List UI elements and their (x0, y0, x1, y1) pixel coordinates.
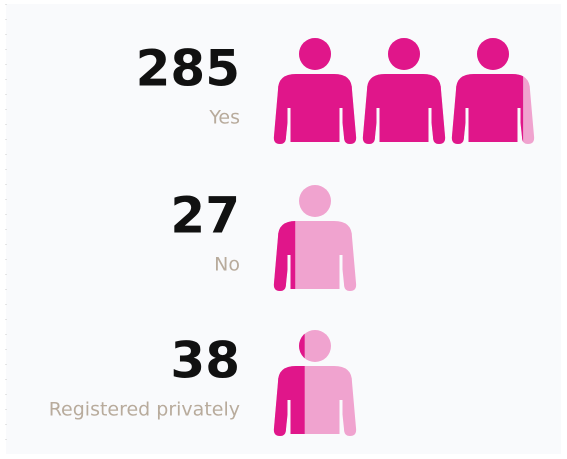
icon-head (299, 185, 331, 217)
icon-body (451, 74, 524, 144)
icon (273, 38, 357, 144)
value-label: 27 (170, 187, 240, 245)
icon-head (388, 38, 420, 70)
value-label: 38 (170, 332, 240, 390)
icon-body (273, 74, 357, 144)
value-label: 285 (136, 40, 240, 98)
icon-head (299, 333, 305, 359)
category-label: No (214, 254, 240, 276)
icon (451, 38, 535, 144)
icon-fill (273, 333, 305, 436)
icon-head (299, 330, 331, 362)
category-label: Yes (208, 107, 240, 129)
icon-fill (362, 38, 446, 144)
icon (362, 38, 446, 144)
category-label: Registered privately (49, 399, 240, 421)
icon-body (362, 74, 446, 144)
icon-head (299, 38, 331, 70)
icon-fill (273, 221, 296, 291)
icon-fill (451, 38, 524, 144)
icon-fill (273, 38, 357, 144)
icon (273, 330, 357, 436)
icon-head (477, 38, 509, 70)
icon (273, 185, 357, 291)
